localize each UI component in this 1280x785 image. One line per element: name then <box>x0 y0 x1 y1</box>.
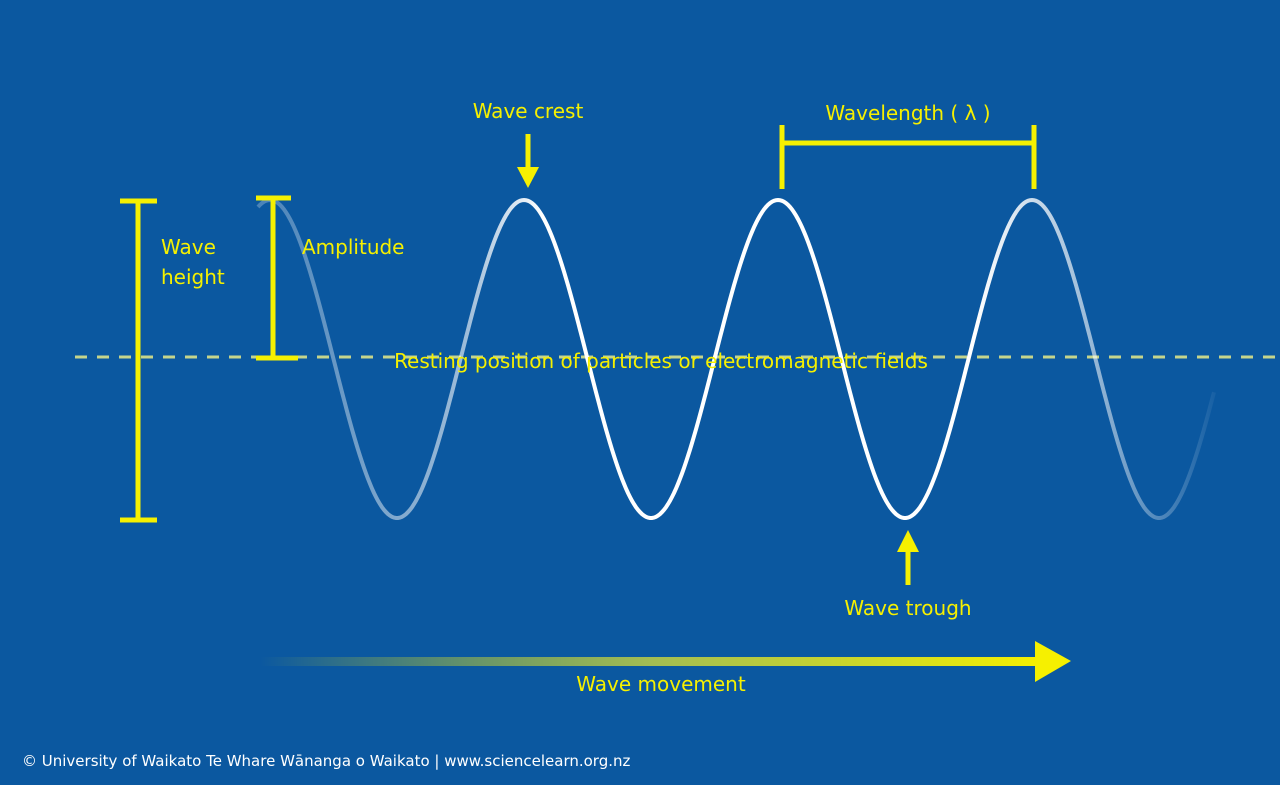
trough-arrow <box>897 530 919 585</box>
wave-height-label: height <box>161 265 225 289</box>
wave <box>256 197 1216 520</box>
copyright: © University of Waikato Te Whare Wānanga… <box>22 752 631 770</box>
wave-height-bar <box>120 198 157 523</box>
crest-arrow <box>517 134 539 188</box>
wavelength-bracket <box>779 125 1037 189</box>
movement-label: Wave movement <box>576 672 746 696</box>
amplitude-label: Amplitude <box>302 235 405 259</box>
trough-label: Wave trough <box>844 596 971 620</box>
wavelength-label: Wavelength ( λ ) <box>825 101 990 125</box>
resting-label: Resting position of particles or electro… <box>394 349 928 373</box>
amplitude-bar <box>256 195 298 361</box>
wave-height-label: Wave <box>161 235 216 259</box>
crest-label: Wave crest <box>473 99 584 123</box>
movement-arrow <box>260 641 1071 682</box>
